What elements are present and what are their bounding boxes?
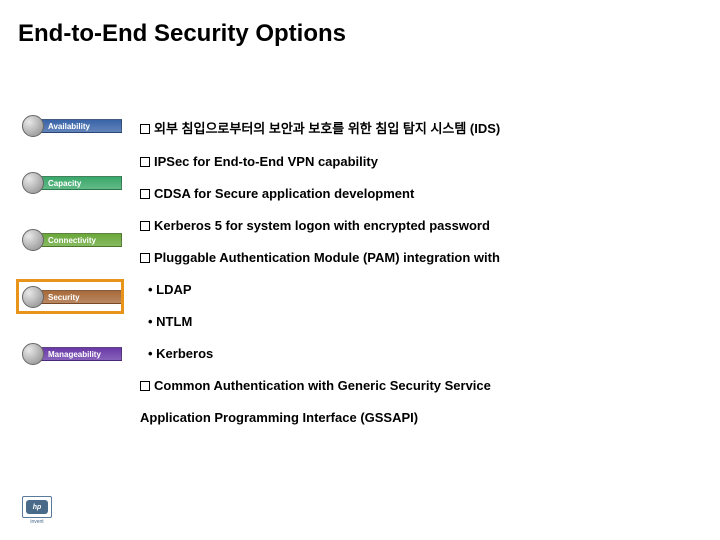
square-bullet-icon — [140, 381, 150, 391]
bullet-item: Common Authentication with Generic Secur… — [140, 378, 700, 393]
sub-bullet-text: NTLM — [156, 314, 192, 329]
bullet-item: CDSA for Secure application development — [140, 186, 700, 201]
square-bullet-icon — [140, 253, 150, 263]
bullet-text: Common Authentication with Generic Secur… — [154, 378, 491, 393]
connectivity-icon — [22, 229, 44, 251]
continuation-text: Application Programming Interface (GSSAP… — [140, 410, 700, 425]
square-bullet-icon — [140, 189, 150, 199]
hp-logo-text: hp — [26, 500, 48, 514]
square-bullet-icon — [140, 221, 150, 231]
manageability-icon — [22, 343, 44, 365]
content-area: 외부 침입으로부터의 보안과 보호를 위한 침입 탐지 시스템 (IDS) IP… — [140, 118, 700, 442]
sub-bullet-item: • LDAP — [140, 282, 700, 297]
sidebar-label: Availability — [41, 119, 122, 133]
bullet-text: CDSA for Secure application development — [154, 186, 414, 201]
bullet-text: 외부 침입으로부터의 보안과 보호를 위한 침입 탐지 시스템 (IDS) — [154, 118, 500, 137]
availability-icon — [22, 115, 44, 137]
sub-bullet-text: LDAP — [156, 282, 191, 297]
security-icon — [22, 286, 44, 308]
sub-bullet-item: • Kerberos — [140, 346, 700, 361]
bullet-item: IPSec for End-to-End VPN capability — [140, 154, 700, 169]
square-bullet-icon — [140, 157, 150, 167]
sidebar-item-manageability: Manageability — [22, 343, 122, 365]
sidebar-label: Manageability — [41, 347, 122, 361]
bullet-text: Kerberos 5 for system logon with encrypt… — [154, 218, 490, 233]
hp-logo: hp invent — [22, 496, 52, 522]
hp-logo-box: hp — [22, 496, 52, 518]
bullet-item: Kerberos 5 for system logon with encrypt… — [140, 218, 700, 233]
sidebar-item-connectivity: Connectivity — [22, 229, 122, 251]
sidebar-item-availability: Availability — [22, 115, 122, 137]
sidebar-item-security: Security — [22, 286, 122, 308]
bullet-item: Pluggable Authentication Module (PAM) in… — [140, 250, 700, 265]
square-bullet-icon — [140, 124, 150, 134]
bullet-text: IPSec for End-to-End VPN capability — [154, 154, 378, 169]
sub-bullet-text: Kerberos — [156, 346, 213, 361]
sidebar-item-capacity: Capacity — [22, 172, 122, 194]
sidebar: Availability Capacity Connectivity Secur… — [22, 115, 122, 400]
hp-logo-subtext: invent — [22, 519, 52, 525]
slide-title: End-to-End Security Options — [18, 20, 346, 48]
bullet-item: 외부 침입으로부터의 보안과 보호를 위한 침입 탐지 시스템 (IDS) — [140, 118, 700, 137]
sidebar-label: Capacity — [41, 176, 122, 190]
bullet-text: Pluggable Authentication Module (PAM) in… — [154, 250, 500, 265]
capacity-icon — [22, 172, 44, 194]
sidebar-label: Connectivity — [41, 233, 122, 247]
sub-bullet-item: • NTLM — [140, 314, 700, 329]
